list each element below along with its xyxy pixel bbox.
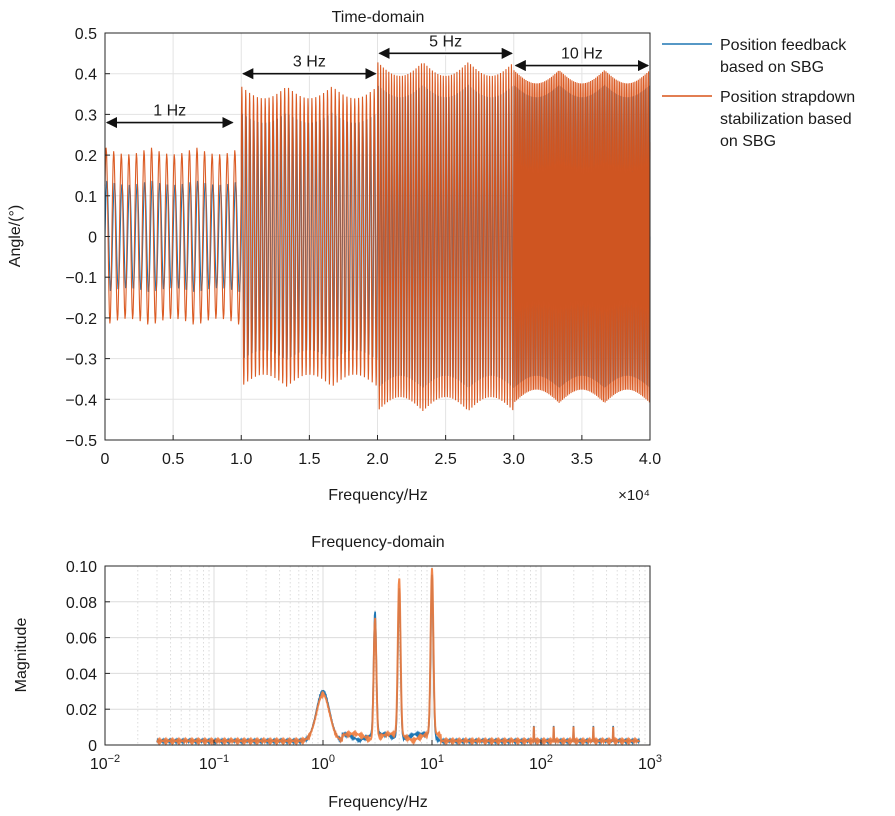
time-domain-title: Time-domain <box>332 9 425 26</box>
x-tick-label: 2.0 <box>366 451 388 468</box>
x-multiplier-label: ×10⁴ <box>618 487 650 504</box>
x-tick-label: 0 <box>101 451 110 468</box>
legend-label-feedback: Position feedback based on SBG <box>720 37 851 76</box>
y-tick-label: −0.4 <box>65 392 97 409</box>
annotation-label: 1 Hz <box>153 103 186 120</box>
y-tick-label: 0.08 <box>66 595 97 612</box>
x-tick-label: 3.0 <box>503 451 525 468</box>
frequency-domain-title: Frequency-domain <box>311 534 444 551</box>
y-tick-label: 0.02 <box>66 702 97 719</box>
time-domain-series <box>104 62 651 411</box>
frequency-domain-grid <box>104 565 651 746</box>
x-tick-label: 0.5 <box>162 451 184 468</box>
x-tick-label: 103 <box>638 753 662 773</box>
annotation-label: 10 Hz <box>561 46 603 63</box>
y-tick-label: 0 <box>88 230 97 247</box>
spectrum-line-2 <box>156 568 641 747</box>
x-tick-label: 2.5 <box>435 451 457 468</box>
y-tick-label: −0.2 <box>65 311 97 328</box>
x-tick-label: 4.0 <box>639 451 661 468</box>
y-tick-label: 0.04 <box>66 666 97 683</box>
y-tick-label: −0.1 <box>65 270 97 287</box>
y-tick-label: 0 <box>88 738 97 755</box>
y-tick-label: 0.06 <box>66 631 97 648</box>
x-tick-label: 102 <box>529 753 553 773</box>
annotation-label: 3 Hz <box>293 54 326 71</box>
time-domain-xlabel: Frequency/Hz <box>328 487 428 504</box>
frequency-domain-plot-area <box>104 565 651 746</box>
legend-label-strapdown: Position strapdown stabilization based o… <box>720 89 860 150</box>
time-domain-ticks: 0 0.5 1.0 1.5 2.0 2.5 3.0 3.5 4.0 0.5 0.4 0.3 0.2 0.1… <box>65 26 661 468</box>
frequency-domain-xlabel: Frequency/Hz <box>328 794 428 811</box>
y-tick-label: −0.5 <box>65 433 97 450</box>
y-tick-label: 0.2 <box>75 148 97 165</box>
x-tick-label: 3.5 <box>571 451 593 468</box>
x-tick-label: 101 <box>420 753 444 773</box>
y-tick-label: 0.5 <box>75 26 97 43</box>
x-tick-label: 10−1 <box>199 753 229 773</box>
y-tick-label: −0.3 <box>65 352 97 369</box>
x-tick-label: 1.0 <box>230 451 252 468</box>
frequency-domain-ylabel: Magnitude <box>13 618 30 693</box>
annotation-label: 5 Hz <box>429 33 462 50</box>
time-domain-ylabel: Angle/(°) <box>7 205 24 267</box>
y-tick-label: 0.3 <box>75 107 97 124</box>
frequency-domain-ticks: 10−2 10−1 100 101 102 103 0.10 0.08 0.06 0.04 0.02… <box>66 559 662 773</box>
y-tick-label: 0.1 <box>75 189 97 206</box>
legend: Position feedback based on SBG Position … <box>662 37 860 150</box>
y-tick-label: 0.10 <box>66 559 97 576</box>
series-line-2 <box>104 62 651 411</box>
frequency-domain-series <box>156 568 641 747</box>
y-tick-label: 0.4 <box>75 67 97 84</box>
x-tick-label: 1.5 <box>298 451 320 468</box>
time-domain-annotations: 1 Hz 3 Hz 5 Hz 10 Hz <box>105 33 650 129</box>
x-tick-label: 10−2 <box>90 753 120 773</box>
x-tick-label: 100 <box>311 753 335 773</box>
